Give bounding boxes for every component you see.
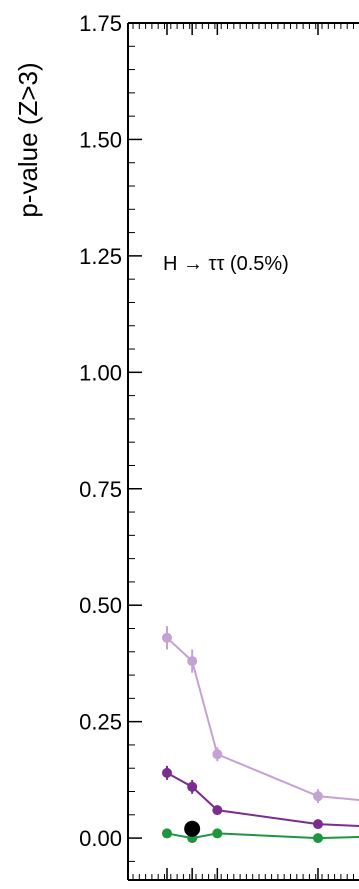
y-tick-label: 0.50 (79, 593, 122, 618)
data-point (212, 749, 223, 760)
y-axis-ticks: 0.00 0.25 0.50 0.75 1.00 1.25 1.50 1.75 (79, 11, 142, 862)
y-tick-label: 0.25 (79, 710, 122, 735)
annotation-label: H → ττ (0.5%) (163, 253, 289, 275)
series-0 (162, 626, 359, 804)
data-point (187, 656, 198, 667)
y-tick-label: 1.00 (79, 360, 122, 385)
y-tick-label: 1.50 (79, 127, 122, 152)
data-point (313, 833, 323, 844)
data-point (162, 767, 172, 778)
series-line (166, 772, 359, 828)
series-1 (162, 765, 359, 830)
y-tick-label: 1.25 (79, 244, 122, 269)
data-point (313, 791, 323, 802)
y-tick-label: 0.75 (79, 477, 122, 502)
y-tick-label: 1.75 (79, 11, 122, 36)
data-point (313, 819, 323, 830)
reference-point (184, 820, 201, 837)
series-3 (184, 820, 201, 837)
data-point (212, 828, 223, 839)
data-point (162, 828, 172, 839)
x-axis-ticks: 46816 (132, 23, 354, 880)
y-axis-label: p-value (Z>3) (13, 62, 43, 217)
data-point (212, 805, 223, 816)
plot-frame (127, 22, 359, 881)
y-tick-label: 0.00 (79, 826, 122, 851)
data-point (187, 781, 198, 792)
series-group (162, 626, 359, 844)
data-point (162, 632, 172, 643)
